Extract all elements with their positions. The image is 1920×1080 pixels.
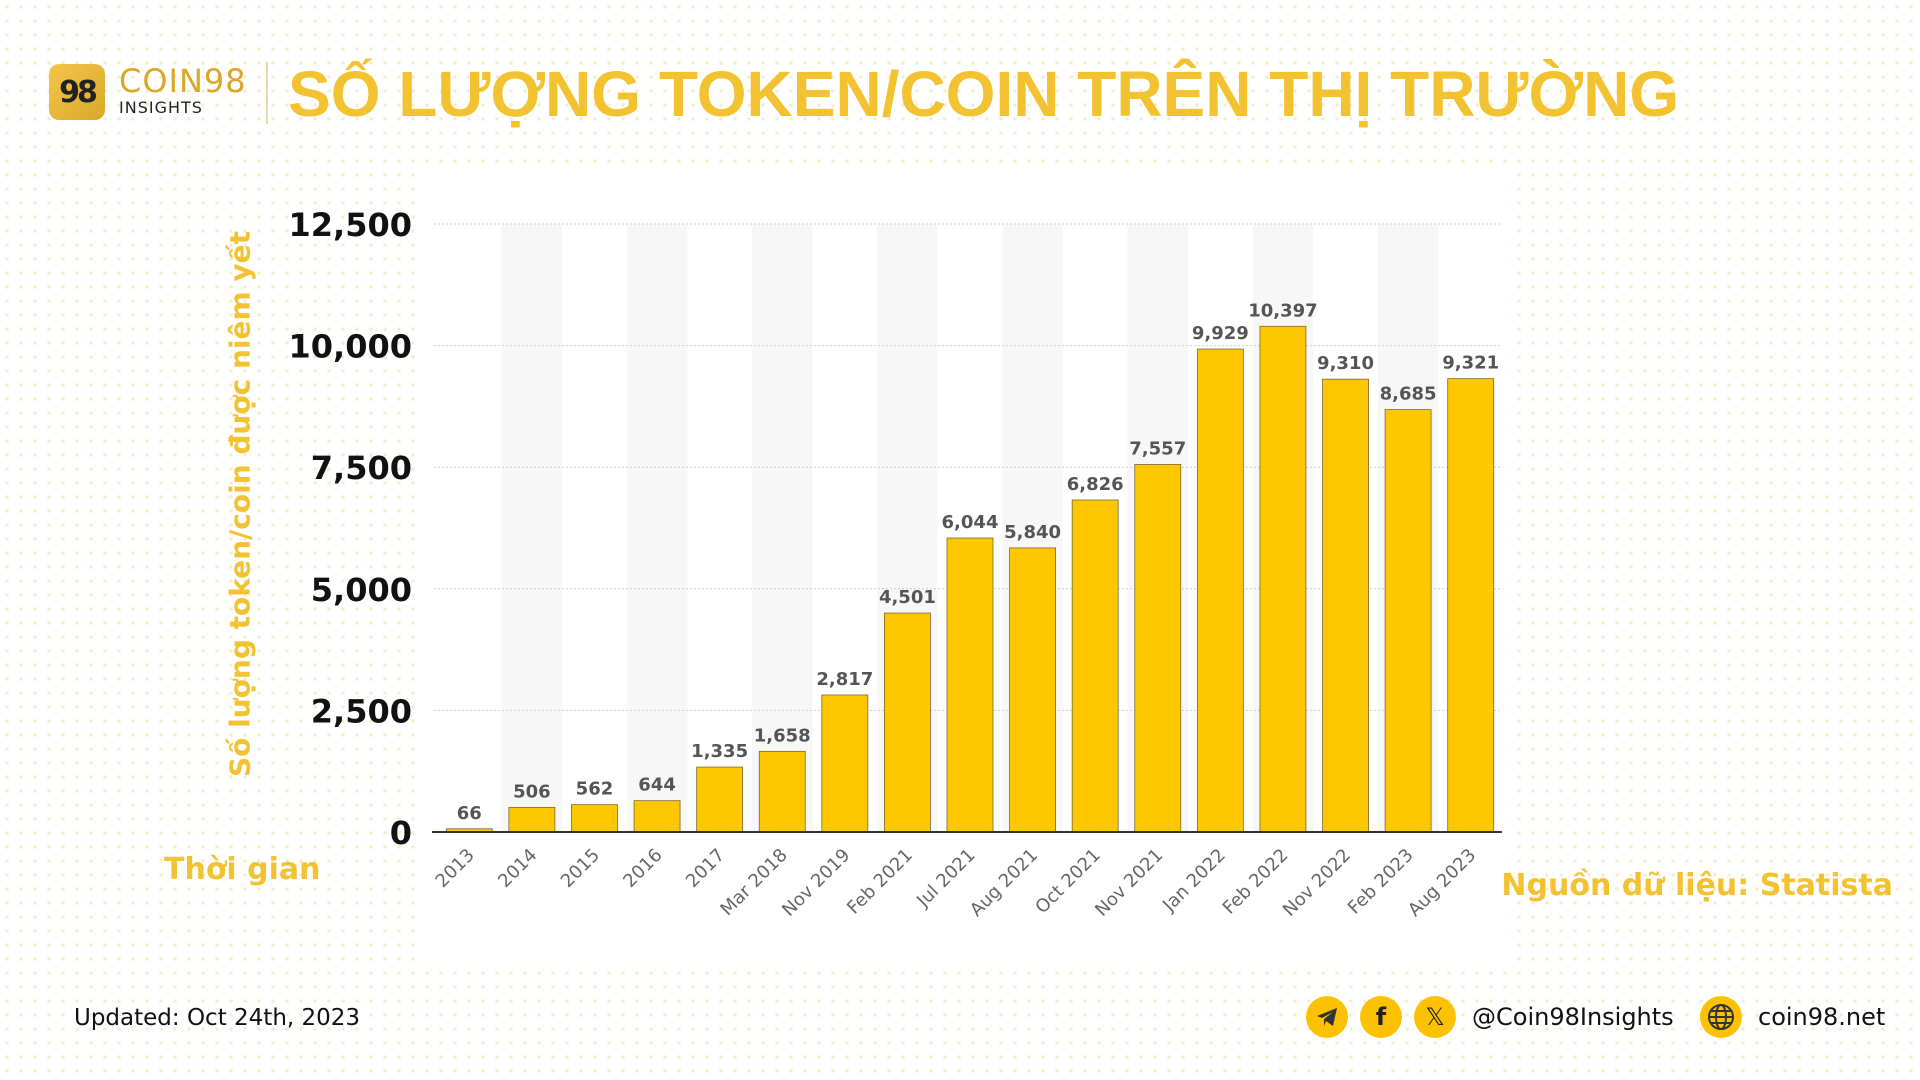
data-label: 6,044 [942, 512, 999, 533]
brand: COIN98 INSIGHTS [119, 64, 247, 117]
brand-name: COIN98 [119, 62, 247, 100]
bar [1259, 325, 1307, 833]
data-label: 8,685 [1380, 384, 1437, 405]
y-tick-label: 5,000 [311, 571, 412, 609]
data-label: 9,310 [1317, 353, 1374, 374]
data-label: 66 [457, 803, 482, 824]
data-label: 5,840 [1004, 522, 1061, 543]
y-tick-label: 12,500 [289, 206, 412, 244]
bar [508, 806, 556, 833]
x-axis-title: Thời gian [164, 852, 321, 887]
x-tick-label: 2014 [494, 845, 541, 892]
data-label: 9,321 [1442, 353, 1499, 374]
bar [696, 766, 744, 833]
y-tick-label: 7,500 [311, 449, 412, 487]
x-tick-label: 2015 [557, 845, 604, 892]
bar [884, 612, 931, 833]
bar [946, 537, 994, 833]
data-label: 562 [576, 779, 614, 800]
column-band [751, 224, 813, 832]
bar [1322, 378, 1369, 833]
brand-sub: INSIGHTS [119, 98, 203, 117]
telegram-icon[interactable] [1306, 996, 1348, 1038]
bar [1196, 348, 1244, 833]
logo-text: 98 [59, 74, 98, 110]
bar [1009, 547, 1056, 833]
y-tick-label: 2,500 [311, 692, 412, 730]
website-url[interactable]: coin98.net [1758, 1003, 1886, 1031]
x-tick-label: 2017 [682, 845, 729, 892]
x-tick-label: Aug 2021 [966, 845, 1042, 921]
column-band [501, 224, 563, 832]
updated-date: Updated: Oct 24th, 2023 [74, 1005, 361, 1031]
x-icon[interactable]: 𝕏 [1414, 996, 1456, 1038]
x-tick-label: Jan 2022 [1158, 845, 1230, 917]
data-label: 7,557 [1129, 438, 1186, 459]
bar [633, 800, 681, 833]
x-tick-label: 2016 [619, 845, 666, 892]
bar [1384, 409, 1432, 833]
x-tick-label: Nov 2019 [778, 845, 854, 921]
data-label: 4,501 [879, 587, 936, 608]
source-note: Nguồn dữ liệu: Statista [1501, 868, 1893, 903]
x-tick-label: Aug 2023 [1404, 845, 1480, 921]
bar [1134, 464, 1182, 833]
data-label: 506 [513, 781, 551, 802]
social-handle[interactable]: @Coin98Insights [1472, 1003, 1674, 1031]
y-tick-label: 10,000 [289, 328, 412, 366]
bar [821, 694, 869, 833]
data-label: 10,397 [1248, 300, 1317, 321]
y-axis-title: Số lượng token/coin được niêm yết [223, 230, 257, 778]
x-tick-label: Nov 2021 [1091, 845, 1167, 921]
bar [571, 804, 618, 833]
data-label: 2,817 [816, 669, 873, 690]
data-label: 1,658 [754, 725, 811, 746]
coin98-logo: 98 [49, 64, 105, 120]
globe-icon [1700, 996, 1742, 1038]
bar [758, 750, 806, 833]
page-title: SỐ LƯỢNG TOKEN/COIN TRÊN THỊ TRƯỜNG [288, 58, 1680, 130]
data-label: 9,929 [1192, 323, 1249, 344]
bar [1071, 499, 1119, 833]
x-tick-label: Feb 2021 [843, 845, 917, 919]
x-tick-label: Nov 2022 [1279, 845, 1355, 921]
column-band [626, 224, 688, 832]
website-link[interactable]: coin98.net [1700, 996, 1885, 1038]
y-tick-label: 0 [390, 814, 412, 852]
x-tick-label: 2013 [432, 845, 479, 892]
divider [266, 62, 268, 124]
data-label: 644 [638, 775, 676, 796]
social-links: f 𝕏 @Coin98Insights [1306, 996, 1674, 1038]
bar [1447, 378, 1495, 833]
data-label: 6,826 [1067, 474, 1124, 495]
data-label: 1,335 [691, 741, 748, 762]
facebook-icon[interactable]: f [1360, 996, 1402, 1038]
